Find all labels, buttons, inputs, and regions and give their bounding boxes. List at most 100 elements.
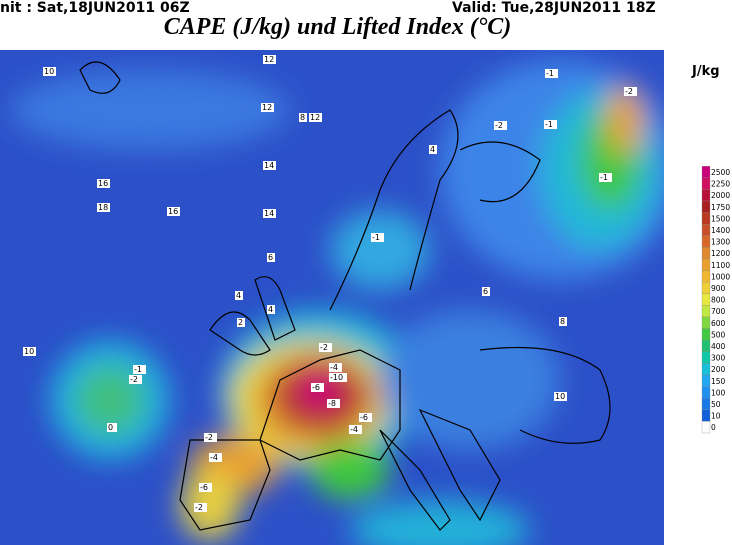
colorbar-swatch	[701, 374, 711, 387]
contour-label: -2	[494, 121, 507, 130]
contour-label: 4	[235, 291, 243, 300]
contour-label: -6	[311, 383, 324, 392]
contour-value: -2	[205, 433, 213, 442]
contour-label: 12	[263, 55, 276, 64]
colorbar-unit: J/kg	[692, 64, 720, 79]
contour-value: 4	[236, 291, 241, 300]
colorbar-swatch	[701, 270, 711, 283]
contour-value: -6	[312, 383, 320, 392]
colorbar-swatch	[701, 177, 711, 190]
contour-value: 12	[310, 113, 320, 122]
contour-label: -1	[545, 69, 558, 78]
label-box	[554, 392, 567, 401]
contour-value: -4	[350, 425, 358, 434]
colorbar-label: 50	[711, 400, 721, 409]
coastlines	[79, 61, 611, 531]
colorbar-swatch	[701, 258, 711, 271]
contour-value: -1	[134, 365, 142, 374]
contour-label: 8	[299, 113, 307, 122]
contour-label: -2	[624, 87, 637, 96]
label-box	[319, 343, 332, 352]
label-box	[544, 120, 557, 129]
contour-value: 10	[44, 67, 54, 76]
label-box	[329, 363, 342, 372]
contour-label: -2	[319, 343, 332, 352]
contour-label: 14	[263, 209, 276, 218]
contour-label: -8	[327, 399, 340, 408]
contour-value: -2	[625, 87, 633, 96]
colorbar-label: 1000	[711, 272, 730, 281]
contour-value: 8	[560, 317, 565, 326]
colorbar-label: 400	[711, 342, 726, 351]
label-box	[263, 209, 276, 218]
colorbar-swatch	[701, 305, 711, 318]
label-box	[97, 203, 110, 212]
label-box	[267, 305, 275, 314]
colorbar-swatch	[701, 363, 711, 376]
contour-value: 16	[98, 179, 108, 188]
label-box	[349, 425, 362, 434]
colorbar-label: 1100	[711, 261, 730, 270]
contour-label: -1	[544, 120, 557, 129]
colorbar-swatch	[701, 398, 711, 410]
label-box	[267, 253, 275, 262]
contour-label: 6	[267, 253, 275, 262]
contour-value: 6	[483, 287, 488, 296]
contour-label: -6	[199, 483, 212, 492]
colorbar-swatch	[701, 351, 711, 364]
contour-label: 6	[482, 287, 490, 296]
label-box	[97, 179, 110, 188]
colorbar-label: 2250	[711, 180, 730, 189]
colorbar-swatch	[701, 316, 711, 329]
label-box	[107, 423, 115, 432]
label-box	[129, 375, 142, 384]
colorbar-label: 1400	[711, 226, 730, 235]
contour-value: -6	[360, 413, 368, 422]
label-box	[263, 161, 276, 170]
contour-value: -8	[328, 399, 336, 408]
label-box	[43, 67, 56, 76]
label-box	[299, 113, 307, 122]
contour-label: 4	[429, 145, 437, 154]
label-box	[624, 87, 637, 96]
colorbar-swatch	[701, 235, 711, 248]
label-box	[494, 121, 507, 130]
label-box	[545, 69, 558, 78]
contour-label: -4	[329, 363, 342, 372]
contour-label: 0	[107, 423, 115, 432]
contour-label: -2	[194, 503, 207, 512]
colorbar-label: 600	[711, 319, 726, 328]
contour-value: -1	[546, 69, 554, 78]
colorbar-label: 200	[711, 365, 726, 374]
colorbar-label: 1750	[711, 203, 730, 212]
label-box	[204, 433, 217, 442]
contour-value: 4	[430, 145, 435, 154]
colorbar-label: 100	[711, 388, 726, 397]
contour-label: 4	[267, 305, 275, 314]
colorbar-label: 1500	[711, 214, 730, 223]
contour-label: 10	[23, 347, 36, 356]
colorbar-swatch	[701, 340, 711, 352]
colorbar-label: 0	[711, 423, 716, 432]
colorbar-label: 150	[711, 377, 726, 386]
contour-value: -4	[210, 453, 218, 462]
valid-time: Valid: Tue,28JUN2011 18Z	[452, 0, 656, 16]
colorbar-swatch	[701, 328, 711, 341]
map-title: CAPE (J/kg) und Lifted Index (°C)	[163, 14, 512, 40]
contour-value: -1	[600, 173, 608, 182]
contour-label: -1	[371, 233, 384, 242]
colorbar-label: 1300	[711, 238, 730, 247]
contour-label: -4	[349, 425, 362, 434]
contour-value: 14	[264, 161, 274, 170]
contour-label: -4	[209, 453, 222, 462]
contour-label: -2	[204, 433, 217, 442]
contour-value: 6	[268, 253, 273, 262]
label-box	[559, 317, 567, 326]
label-box	[23, 347, 36, 356]
contour-value: 2	[238, 318, 243, 327]
map-edge	[664, 50, 675, 545]
contour-value: -6	[200, 483, 208, 492]
colorbar-swatch	[701, 421, 711, 434]
